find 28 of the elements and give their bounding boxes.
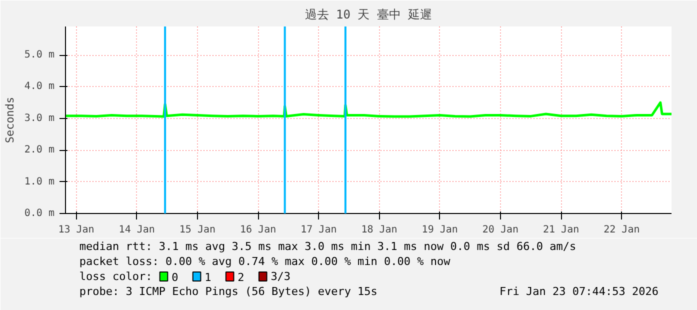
line-series	[66, 101, 672, 118]
chart-title: 過去 10 天 臺中 延遲	[304, 8, 432, 22]
x-tick-label: 20 Jan	[482, 224, 519, 236]
legend-title: loss color:	[79, 270, 152, 283]
text: probe: 3 ICMP Echo Pings (56 Bytes) every 15s	[79, 285, 378, 298]
y-tick-label: 3.0 m	[24, 112, 55, 124]
x-tick-label: 15 Jan	[179, 224, 216, 236]
text: median rtt: 3.1 ms avg 3.5 ms max 3.0 ms min 3.1 ms now 0.0 ms sd 66.0 am/s	[79, 240, 576, 253]
x-tick-label: 19 Jan	[422, 224, 458, 236]
text: packet loss: 0.00 % avg 0.74 % max 0.00 % min 0.00 % now	[79, 255, 451, 268]
x-tick-label: 18 Jan	[361, 224, 398, 236]
text: Fri Jan 23 07:44:53 2026	[500, 285, 658, 298]
x-tick-label: 13 Jan	[58, 224, 94, 236]
y-tick-label: 2.0 m	[24, 144, 55, 156]
legend-label: 1	[204, 271, 212, 284]
y-tick-label: 5.0 m	[24, 50, 55, 61]
y-axis-title: Seconds	[3, 96, 16, 144]
y-tick-label: 0.0 m	[24, 208, 55, 219]
legend-label: 0	[172, 271, 178, 284]
x-tick-label: 21 Jan	[543, 224, 580, 236]
x-tick-label: 22 Jan	[604, 224, 640, 236]
x-tick-label: 14 Jan	[118, 224, 155, 236]
legend-label: 2	[238, 271, 244, 284]
x-tick-label: 16 Jan	[240, 224, 276, 236]
y-tick-label: 4.0 m	[24, 81, 55, 92]
legend-label: 3/3	[270, 270, 291, 283]
x-tick-label: 17 Jan	[300, 224, 337, 236]
y-tick-label: 1.0 m	[24, 176, 55, 188]
